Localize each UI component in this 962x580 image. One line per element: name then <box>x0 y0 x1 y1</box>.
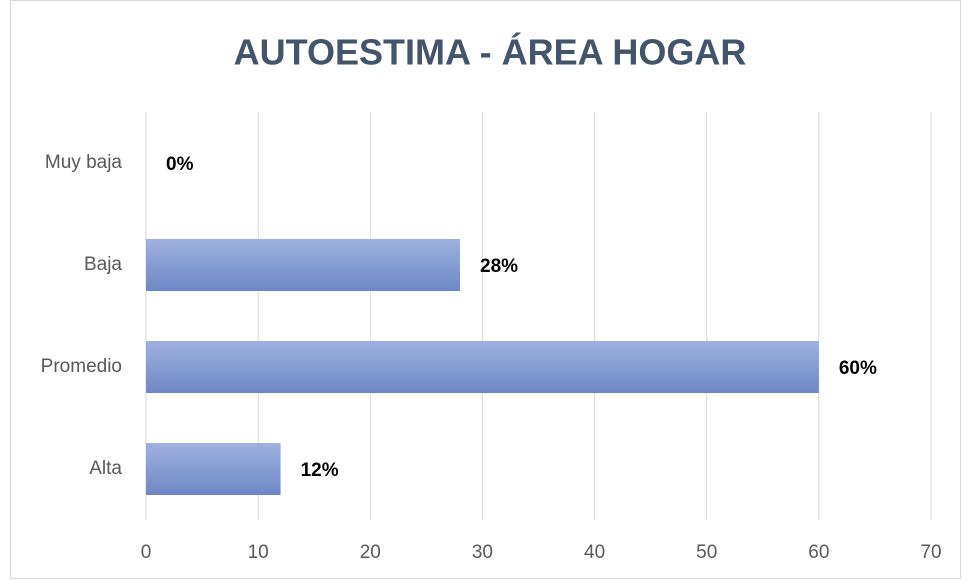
x-tick-label: 40 <box>584 542 605 563</box>
bar <box>146 443 281 495</box>
x-tick-label: 0 <box>141 542 152 563</box>
x-tick-label: 50 <box>696 542 717 563</box>
data-label: 28% <box>480 256 518 277</box>
chart-title: AUTOESTIMA - ÁREA HOGAR <box>234 32 747 73</box>
x-tick-label: 20 <box>360 542 381 563</box>
x-tick-label: 30 <box>472 542 493 563</box>
x-tick-label: 10 <box>248 542 269 563</box>
y-tick-label: Muy baja <box>45 152 123 173</box>
y-tick-label: Promedio <box>41 356 122 377</box>
bar <box>146 239 460 291</box>
y-tick-label: Alta <box>89 458 122 479</box>
x-tick-label: 60 <box>808 542 829 563</box>
data-label: 0% <box>166 154 194 175</box>
x-tick-label: 70 <box>920 542 941 563</box>
data-label: 60% <box>839 358 877 379</box>
y-tick-label: Baja <box>84 254 122 275</box>
bar <box>146 341 819 393</box>
data-label: 12% <box>301 460 339 481</box>
